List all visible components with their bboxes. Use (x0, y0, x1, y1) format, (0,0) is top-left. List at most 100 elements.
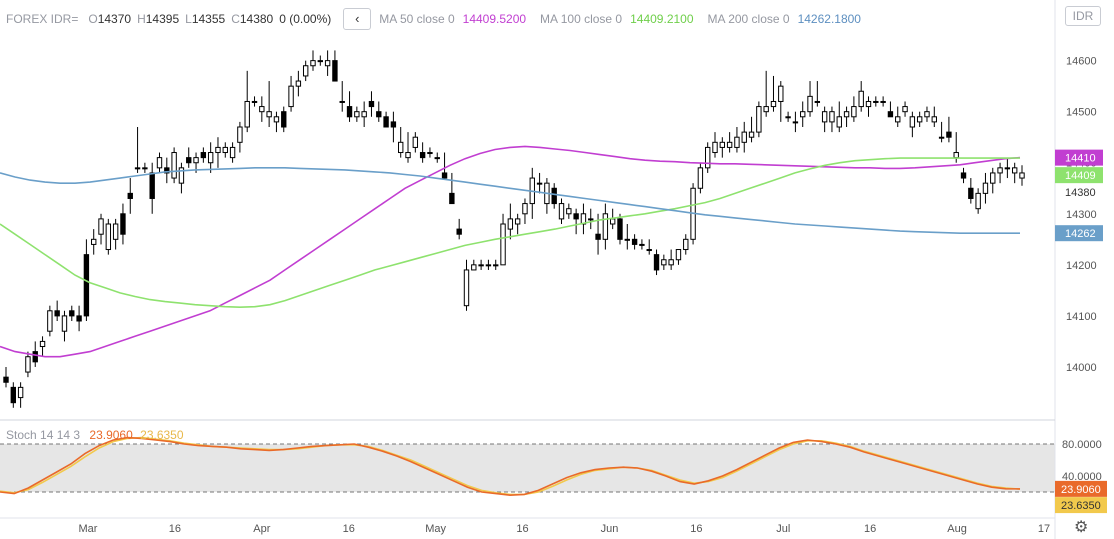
candle-body-up (17, 386, 24, 399)
candle (938, 121, 945, 143)
candle-body-up (171, 152, 177, 179)
open-label: O (88, 12, 98, 26)
candle (456, 218, 462, 240)
collapse-legend-button[interactable]: ‹ (343, 8, 372, 30)
candle-body-up (237, 126, 243, 143)
candle-body-up (880, 100, 886, 103)
candle-body-up (259, 106, 265, 113)
ma100-value: 14409.2100 (630, 12, 694, 26)
candle-body-down (376, 111, 382, 118)
price-axis-label-text: 14410 (1065, 153, 1096, 165)
candle (237, 121, 243, 153)
candle-body-down (200, 152, 207, 159)
candle-body-up (142, 167, 148, 170)
candle (222, 142, 228, 158)
price-axis-label-text: 14409 (1065, 170, 1096, 182)
candle (383, 111, 389, 128)
candle-body-up (229, 146, 236, 159)
candle (390, 111, 397, 143)
candle (463, 259, 470, 311)
candle-body-up (463, 269, 470, 307)
price-axis-label-bg (1055, 167, 1103, 184)
candle (536, 172, 543, 194)
stoch-k-value: 23.9060 (89, 428, 133, 442)
candle (573, 208, 579, 235)
candle (661, 254, 667, 270)
time-tick-label: 16 (343, 523, 355, 535)
price-pane[interactable] (0, 50, 1025, 408)
candle (705, 142, 711, 173)
candle (500, 213, 506, 266)
stoch-legend: Stoch 14 14 3 23.9060 23.6350 (6, 428, 184, 442)
candle (960, 167, 967, 184)
candle-body-down (968, 187, 974, 199)
candle-body-up (302, 65, 309, 77)
candle-body-up (683, 238, 689, 251)
candle (61, 310, 68, 342)
gear-icon[interactable]: ⚙ (1074, 519, 1089, 536)
price-axis-label-bg (1055, 225, 1103, 242)
candle-body-up (646, 249, 652, 252)
candle (302, 60, 309, 82)
candle (112, 218, 119, 250)
candle (17, 382, 24, 408)
candle-body-up (61, 315, 68, 332)
price-tick-label: 14600 (1066, 56, 1097, 68)
candle (858, 81, 864, 112)
candle (10, 382, 17, 408)
candle-body-up (953, 152, 959, 159)
ma200-label: MA 200 close 0 (707, 12, 790, 26)
candle-body-down (186, 157, 192, 164)
candle (675, 249, 682, 265)
price-axis-label-text: 14380 (1065, 187, 1096, 199)
candle-body-up (741, 131, 747, 143)
candle-body-down (551, 187, 557, 205)
candle-body-up (778, 85, 784, 102)
candle (916, 111, 923, 127)
candle (164, 157, 170, 184)
price-tick-label: 14500 (1066, 107, 1097, 119)
candle-body-up (207, 152, 214, 164)
candle (683, 234, 689, 255)
candle (807, 81, 813, 117)
candle-body-up (493, 264, 499, 267)
candle-body-up (361, 111, 367, 118)
symbol-name: FOREX IDR= (6, 12, 79, 26)
symbol-button[interactable]: IDR (1065, 6, 1101, 26)
candle-body-down (10, 386, 17, 404)
candle (412, 132, 419, 153)
candle-body-up (251, 100, 258, 103)
candle-body-down (368, 100, 375, 108)
time-tick-label: 16 (690, 523, 702, 535)
candle (142, 162, 148, 173)
candle-body-down (32, 351, 38, 363)
candle-body-up (317, 60, 323, 63)
candle (134, 127, 141, 173)
candle (317, 55, 323, 66)
candle (836, 101, 842, 133)
price-tick-label: 14000 (1066, 362, 1097, 374)
candle (726, 132, 733, 153)
candle-body-down (631, 238, 638, 245)
candle-body-down (887, 111, 894, 118)
candle-body-up (244, 100, 250, 128)
candle-body-up (178, 167, 185, 184)
candle (1011, 162, 1018, 184)
candle (617, 213, 623, 245)
candle-body-up (1004, 167, 1011, 170)
stoch-band (0, 444, 1055, 492)
ma50-line (0, 145, 1021, 358)
price-axis-label: 14409 (1055, 167, 1103, 184)
candle-body-down (449, 192, 455, 205)
candle (631, 234, 638, 250)
candle (580, 203, 587, 235)
candle (120, 203, 126, 245)
time-tick-label: 16 (169, 523, 181, 535)
candle-body-up (873, 100, 879, 103)
stoch-pane[interactable] (0, 436, 1055, 497)
candle-body-down (383, 116, 389, 128)
ma100-line (0, 157, 1020, 309)
candle (273, 111, 280, 133)
price-axis-label: 14410 (1055, 149, 1103, 166)
